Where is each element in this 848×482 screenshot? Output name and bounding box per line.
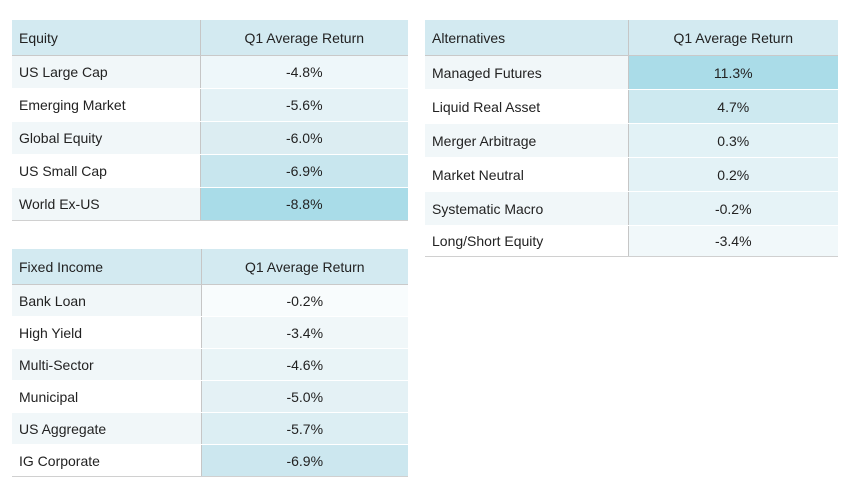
row-label: US Small Cap xyxy=(12,154,201,188)
table-header-row: Alternatives Q1 Average Return xyxy=(425,20,838,56)
row-value: -4.6% xyxy=(201,348,408,381)
row-value: -3.4% xyxy=(628,225,838,257)
row-label: IG Corporate xyxy=(12,444,202,477)
row-value: -0.2% xyxy=(628,191,838,226)
table-row: Municipal -5.0% xyxy=(12,380,408,413)
row-value: 0.3% xyxy=(628,123,838,158)
column-header-category: Alternatives xyxy=(425,20,629,56)
row-value: -3.4% xyxy=(201,316,408,349)
column-header-category: Equity xyxy=(12,20,201,56)
row-label: US Aggregate xyxy=(12,412,202,445)
table-row: World Ex-US -8.8% xyxy=(12,187,408,221)
column-header-return: Q1 Average Return xyxy=(200,20,408,56)
row-value: -5.6% xyxy=(200,88,408,122)
row-label: Merger Arbitrage xyxy=(425,123,629,158)
table-row: Long/Short Equity -3.4% xyxy=(425,225,838,257)
table-row: US Small Cap -6.9% xyxy=(12,154,408,188)
row-label: Managed Futures xyxy=(425,55,629,90)
table-row: Merger Arbitrage 0.3% xyxy=(425,123,838,158)
row-value: -8.8% xyxy=(200,187,408,221)
table-row: Multi-Sector -4.6% xyxy=(12,348,408,381)
table-row: Emerging Market -5.6% xyxy=(12,88,408,122)
row-value: -6.9% xyxy=(201,444,408,477)
row-label: Systematic Macro xyxy=(425,191,629,226)
table-row: IG Corporate -6.9% xyxy=(12,444,408,477)
row-value: 11.3% xyxy=(628,55,838,90)
row-label: Municipal xyxy=(12,380,202,413)
fixed-income-table: Fixed Income Q1 Average Return Bank Loan… xyxy=(12,249,408,477)
alternatives-table: Alternatives Q1 Average Return Managed F… xyxy=(425,20,838,257)
row-value: -6.9% xyxy=(200,154,408,188)
equity-table: Equity Q1 Average Return US Large Cap -4… xyxy=(12,20,408,221)
table-row: US Aggregate -5.7% xyxy=(12,412,408,445)
row-label: Multi-Sector xyxy=(12,348,202,381)
table-row: Global Equity -6.0% xyxy=(12,121,408,155)
column-header-category: Fixed Income xyxy=(12,249,202,285)
row-label: Long/Short Equity xyxy=(425,225,629,257)
column-header-return: Q1 Average Return xyxy=(628,20,838,56)
row-label: World Ex-US xyxy=(12,187,201,221)
row-label: Global Equity xyxy=(12,121,201,155)
column-header-return: Q1 Average Return xyxy=(201,249,408,285)
row-value: 0.2% xyxy=(628,157,838,192)
row-value: -6.0% xyxy=(200,121,408,155)
table-row: High Yield -3.4% xyxy=(12,316,408,349)
row-label: Market Neutral xyxy=(425,157,629,192)
table-row: Market Neutral 0.2% xyxy=(425,157,838,192)
row-label: US Large Cap xyxy=(12,55,201,89)
row-label: Emerging Market xyxy=(12,88,201,122)
row-label: Bank Loan xyxy=(12,284,202,317)
row-value: -5.0% xyxy=(201,380,408,413)
row-value: 4.7% xyxy=(628,89,838,124)
table-header-row: Equity Q1 Average Return xyxy=(12,20,408,56)
row-value: -5.7% xyxy=(201,412,408,445)
table-header-row: Fixed Income Q1 Average Return xyxy=(12,249,408,285)
row-value: -4.8% xyxy=(200,55,408,89)
table-row: US Large Cap -4.8% xyxy=(12,55,408,89)
row-value: -0.2% xyxy=(201,284,408,317)
table-row: Systematic Macro -0.2% xyxy=(425,191,838,226)
row-label: High Yield xyxy=(12,316,202,349)
table-row: Bank Loan -0.2% xyxy=(12,284,408,317)
row-label: Liquid Real Asset xyxy=(425,89,629,124)
table-row: Liquid Real Asset 4.7% xyxy=(425,89,838,124)
table-row: Managed Futures 11.3% xyxy=(425,55,838,90)
